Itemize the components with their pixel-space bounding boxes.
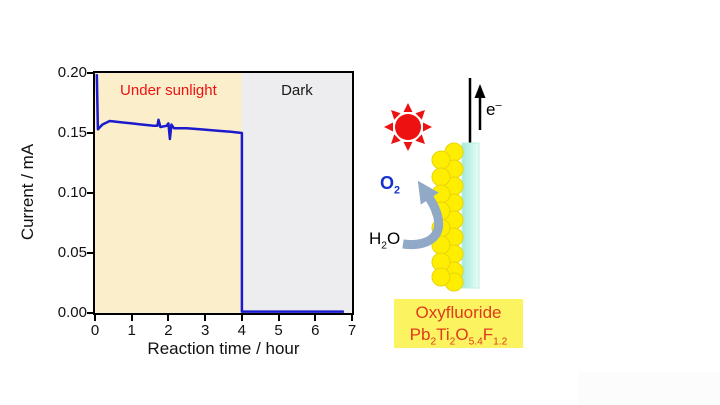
y-tick-label: 0.15	[57, 124, 87, 141]
electron-symbol: e	[486, 100, 496, 119]
region-under-sunlight	[95, 73, 242, 313]
x-tick	[204, 315, 207, 321]
x-tick-label: 0	[90, 322, 100, 339]
material-name: Oxyfluoride	[415, 303, 502, 322]
o2-subscript: 2	[394, 184, 401, 197]
formula-sub: 2	[449, 336, 456, 348]
o2-symbol: O	[380, 173, 395, 193]
x-tick	[167, 315, 170, 321]
x-tick	[314, 315, 317, 321]
material-formula: Pb2Ti2O5.4F1.2	[394, 324, 523, 348]
electrode-bar	[461, 142, 480, 289]
x-tick	[130, 315, 133, 321]
mechanism-canvas	[384, 78, 486, 292]
material-label-box: Oxyfluoride Pb2Ti2O5.4F1.2	[394, 299, 523, 348]
formula-part: Pb	[409, 325, 431, 344]
region-label-dark: Dark	[281, 82, 313, 99]
formula-part: Ti	[436, 325, 450, 344]
sun-icon	[384, 103, 432, 151]
x-tick	[351, 315, 353, 321]
formula-sub: 2	[430, 336, 437, 348]
watermark-ghost	[578, 372, 720, 405]
x-tick	[94, 315, 96, 321]
y-tick	[87, 252, 93, 254]
h2o-h: H	[369, 229, 382, 248]
formula-part: O	[455, 325, 469, 344]
x-tick-label: 7	[347, 322, 357, 339]
y-tick-label: 0.00	[57, 304, 87, 321]
x-tick-label: 1	[127, 322, 136, 339]
region-label-under-sunlight: Under sunlight	[120, 82, 217, 99]
y-tick	[87, 72, 93, 74]
o2-label: O2	[380, 173, 401, 197]
x-axis-title: Reaction time / hour	[147, 339, 300, 358]
electron-label: e–	[486, 100, 502, 120]
formula-part: F	[482, 325, 494, 344]
formula-sub: 1.2	[493, 336, 508, 348]
y-tick-label: 0.10	[57, 184, 87, 201]
y-tick	[87, 132, 93, 134]
plot-area: Under sunlight Dark	[93, 71, 354, 315]
photocurrent-curve	[95, 74, 344, 313]
reaction-arrow	[402, 180, 444, 250]
y-tick-label: 0.20	[57, 64, 87, 81]
y-tick	[87, 192, 93, 194]
x-tick-label: 5	[274, 322, 283, 339]
y-axis-title: Current / mA	[18, 143, 37, 241]
region-dark	[241, 73, 352, 313]
electron-charge: –	[495, 99, 502, 112]
h2o-o: O	[386, 229, 401, 248]
x-tick-label: 6	[311, 322, 320, 339]
electron-flow-arrow	[474, 84, 486, 130]
x-tick-label: 2	[164, 322, 173, 339]
h2o-label: H2O	[369, 229, 401, 252]
y-tick-label: 0.05	[57, 244, 87, 261]
plot-inner: Under sunlight Dark	[95, 73, 352, 313]
x-tick	[277, 315, 280, 321]
h2o-subscript: 2	[381, 240, 387, 252]
curve-line	[95, 74, 344, 313]
formula-sub: 5.4	[468, 336, 483, 348]
x-tick	[240, 315, 243, 321]
y-tick	[87, 312, 93, 314]
x-tick-label: 3	[200, 322, 210, 339]
x-tick-label: 4	[237, 322, 247, 339]
